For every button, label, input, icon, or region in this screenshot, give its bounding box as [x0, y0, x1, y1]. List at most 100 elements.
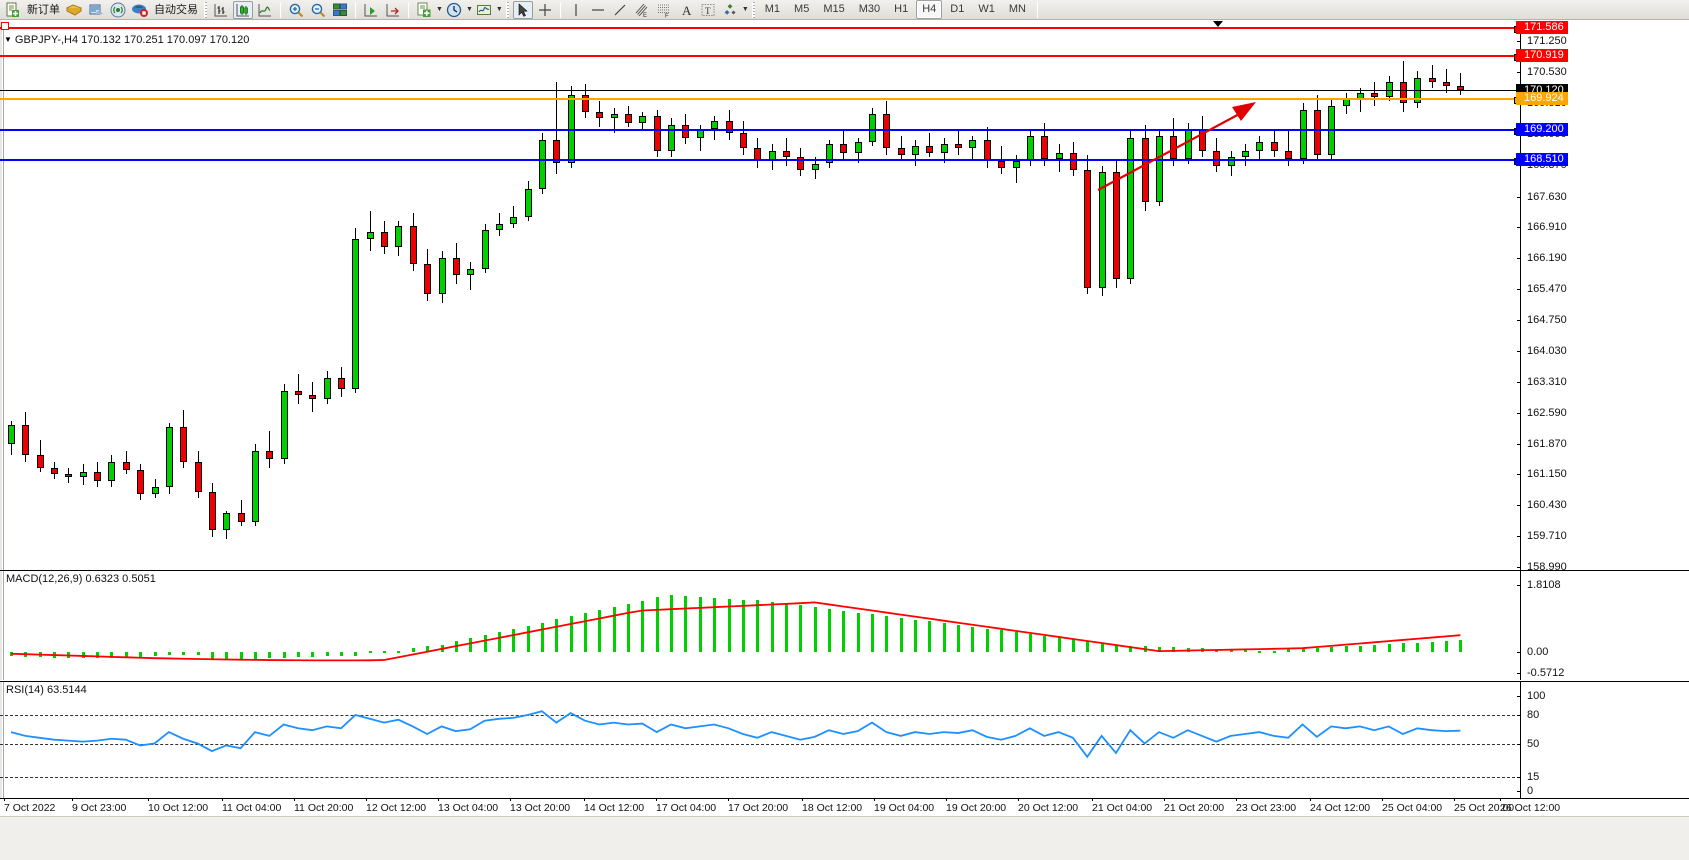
data-window-button[interactable]	[330, 1, 350, 19]
trendline-button[interactable]	[610, 1, 630, 19]
candle-body	[711, 120, 719, 130]
rsi-tick: 50	[1516, 738, 1539, 750]
indicators-caret-icon[interactable]: ▼	[436, 6, 443, 13]
candlestick	[739, 22, 747, 570]
periods-caret-icon[interactable]: ▼	[465, 6, 473, 13]
svg-text:F: F	[665, 13, 669, 18]
candle-wick	[929, 133, 931, 158]
candlestick	[251, 22, 259, 570]
fibonacci-button[interactable]: F	[654, 1, 674, 19]
crosshair-button[interactable]	[535, 1, 555, 19]
candle-wick	[470, 262, 472, 290]
terminal-button[interactable]	[86, 1, 106, 19]
candlestick	[1098, 22, 1106, 570]
horizontal-line-169.924[interactable]	[0, 97, 1520, 105]
rsi-level-80	[0, 715, 1520, 716]
chart-selection-marker[interactable]	[1, 22, 9, 30]
zoom-out-button[interactable]	[308, 1, 328, 19]
price-level-tag[interactable]: 169.200	[1516, 123, 1568, 137]
metaeditor-button[interactable]	[64, 1, 84, 19]
price-level-tag[interactable]: 170.919	[1516, 49, 1568, 63]
text-button[interactable]: A	[676, 1, 696, 19]
candle-wick	[269, 431, 271, 468]
timeframe-m15[interactable]: M15	[823, 3, 845, 15]
shapes-caret-icon[interactable]: ▼	[741, 6, 749, 13]
candlestick	[223, 22, 231, 570]
candlestick	[782, 22, 790, 570]
line-chart-button[interactable]	[255, 1, 275, 19]
chart-shift-button[interactable]	[383, 1, 403, 19]
timeframe-h1[interactable]: H1	[894, 3, 909, 15]
periods-button[interactable]	[444, 1, 464, 19]
rsi-pane[interactable]: RSI(14) 63.5144 100 80 50 15 0	[0, 681, 1689, 798]
horizontal-line-171.586[interactable]	[0, 25, 1520, 33]
vertical-line-button[interactable]	[566, 1, 586, 19]
cursor-button[interactable]	[512, 0, 533, 19]
price-tick: 171.250	[1517, 36, 1567, 47]
horizontal-line-170.919[interactable]	[0, 54, 1520, 62]
price-level-tag[interactable]: 168.510	[1516, 152, 1568, 166]
candlestick	[1012, 22, 1020, 570]
zoom-in-button[interactable]	[286, 1, 306, 19]
candle-body	[897, 148, 905, 155]
candlestick	[323, 22, 331, 570]
candle-body	[1399, 82, 1407, 104]
toolbar-divider-5	[1036, 1, 1038, 18]
auto-scroll-button[interactable]	[361, 1, 381, 19]
macd-histogram-bar	[1129, 645, 1133, 652]
horizontal-line-170.120[interactable]	[0, 89, 1520, 91]
candle-body	[1069, 152, 1077, 170]
autotrading-label[interactable]: 自动交易	[154, 3, 198, 16]
candle-body	[51, 467, 59, 475]
candle-wick	[240, 500, 242, 526]
macd-histogram-bar	[985, 628, 989, 652]
timeframe-d1[interactable]: D1	[950, 3, 965, 15]
price-level-tag[interactable]: 171.586	[1516, 20, 1568, 34]
candle-body	[782, 150, 790, 158]
time-axis[interactable]: 7 Oct 2022 9 Oct 23:00 10 Oct 12:00 11 Oct …	[0, 798, 1689, 816]
candle-body	[366, 232, 374, 239]
macd-pane[interactable]: MACD(12,26,9) 0.6323 0.5051 1.8108 0.00 -0…	[0, 570, 1689, 680]
time-axis-label: 9 Oct 23:00	[72, 798, 127, 814]
chart-area[interactable]: ▼ GBPJPY-,H4 170.132 170.251 170.097 170.…	[0, 20, 1689, 860]
price-axis[interactable]: 171.250170.530169.810169.090168.370167.6…	[1516, 20, 1689, 572]
horizontal-line-button[interactable]	[588, 1, 608, 19]
candlestick	[1443, 22, 1450, 570]
chart-menu-arrow-icon[interactable]: ▼	[4, 35, 12, 44]
price-pane[interactable]: ▼ GBPJPY-,H4 170.132 170.251 170.097 170.…	[0, 20, 1689, 572]
candlestick	[381, 22, 389, 570]
timeframe-h4[interactable]: H4	[916, 0, 943, 19]
candle-body	[969, 139, 977, 149]
new-order-label[interactable]: 新订单	[27, 3, 60, 16]
macd-histogram-bar	[483, 635, 487, 652]
candlestick	[452, 22, 460, 570]
macd-histogram-bar	[297, 651, 300, 658]
timeframe-w1[interactable]: W1	[978, 3, 995, 15]
candlestick	[883, 22, 891, 570]
price-level-tag[interactable]: 169.924	[1516, 92, 1568, 106]
price-plot[interactable]	[0, 22, 1520, 570]
macd-histogram-bar	[1373, 644, 1377, 652]
candlestick-chart-button[interactable]	[233, 0, 253, 19]
horizontal-line-169.200[interactable]	[0, 128, 1520, 136]
rsi-tick: 80	[1516, 710, 1539, 721]
bar-chart-button[interactable]	[211, 1, 231, 19]
timeframe-m30[interactable]: M30	[858, 3, 881, 15]
horizontal-line-168.510[interactable]	[0, 157, 1520, 165]
macd-plot[interactable]	[0, 571, 1520, 680]
rsi-plot[interactable]	[0, 682, 1520, 798]
templates-button[interactable]	[474, 1, 494, 19]
signals-button[interactable]	[108, 1, 128, 19]
autotrading-button[interactable]	[130, 1, 150, 19]
templates-caret-icon[interactable]: ▼	[495, 6, 503, 13]
shapes-button[interactable]	[720, 1, 740, 19]
timeframe-m5[interactable]: M5	[794, 3, 810, 15]
new-order-button[interactable]	[3, 1, 23, 19]
timeframe-m1[interactable]: M1	[764, 3, 781, 15]
indicators-button[interactable]	[414, 1, 434, 19]
equidistant-channel-button[interactable]: E	[632, 1, 652, 19]
text-label-button[interactable]: T	[698, 1, 718, 19]
rsi-axis: 100 80 50 15 0	[1516, 682, 1689, 798]
timeframe-mn[interactable]: MN	[1008, 3, 1026, 15]
macd-histogram-bar	[871, 614, 874, 652]
